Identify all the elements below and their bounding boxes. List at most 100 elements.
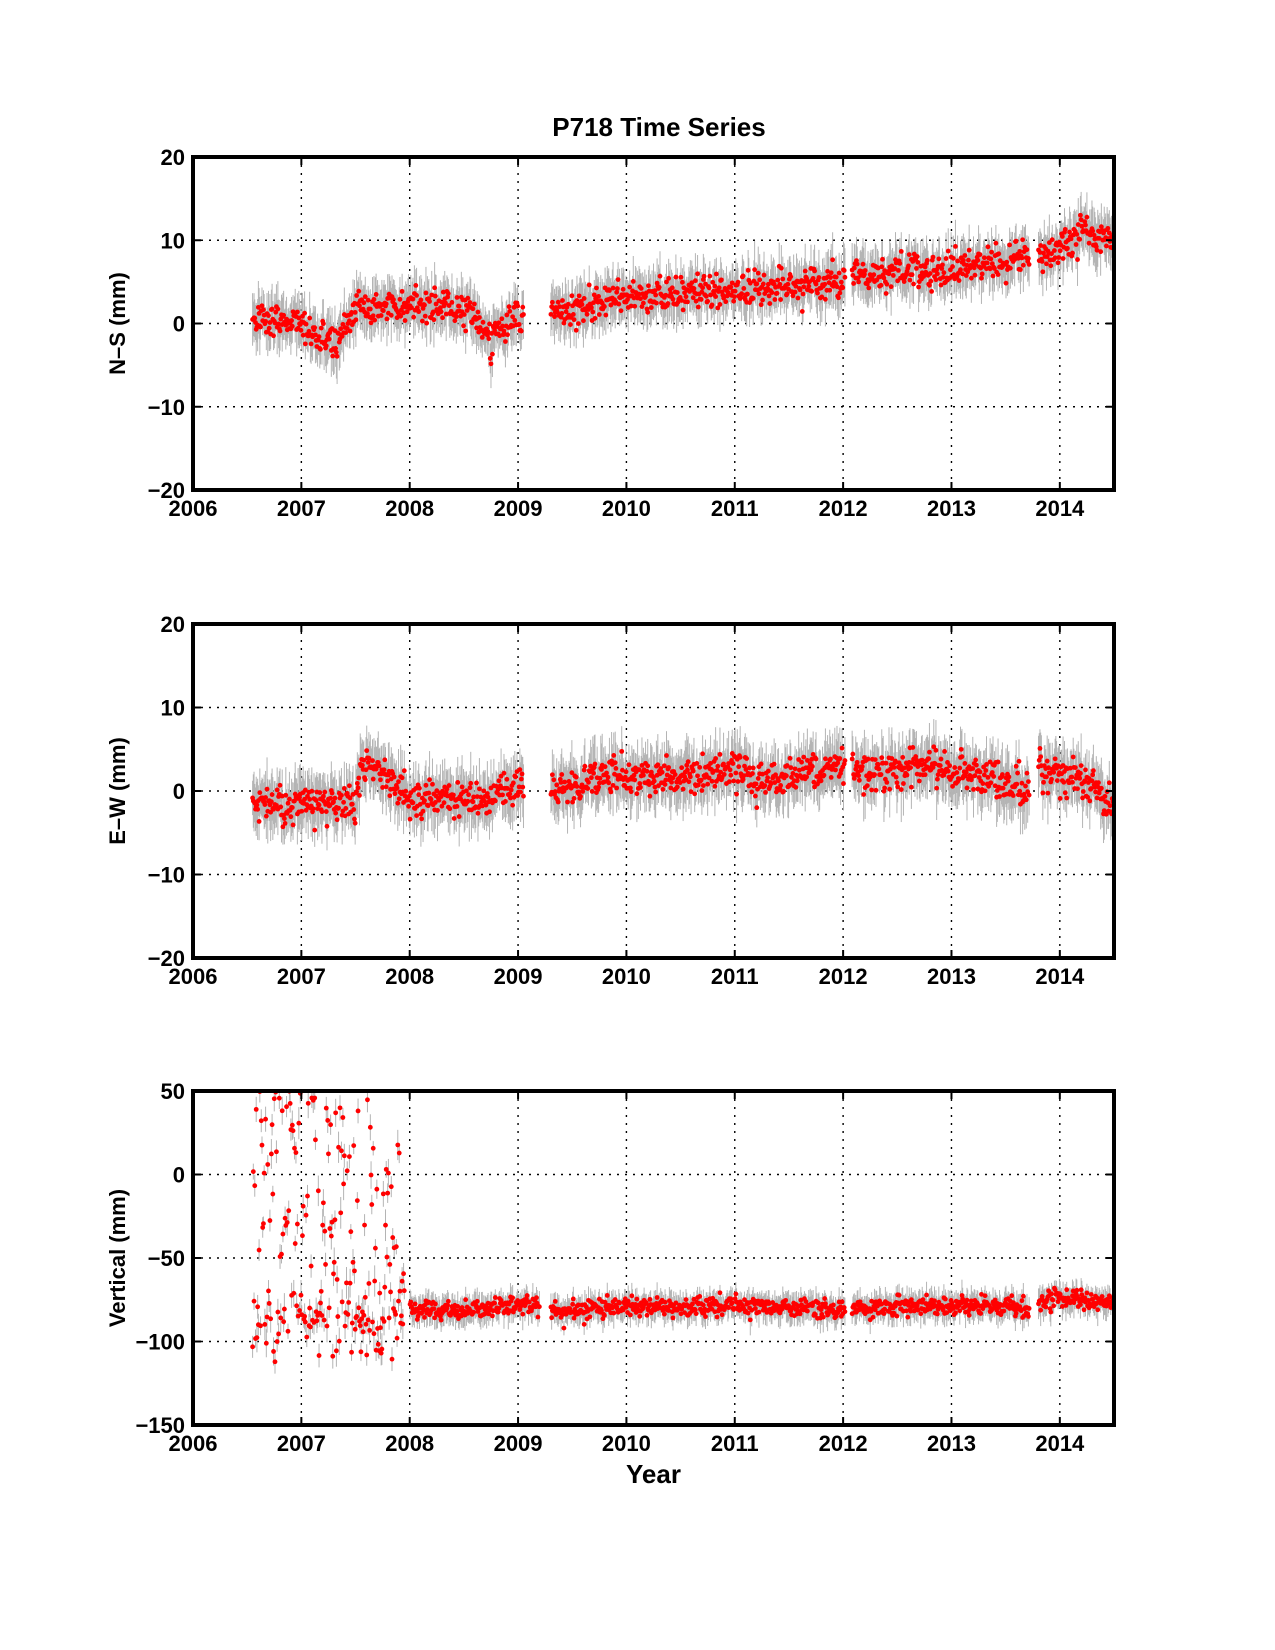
data-point <box>927 271 933 276</box>
data-point <box>330 353 336 359</box>
data-point <box>370 758 375 764</box>
error-bars <box>252 1091 1114 1374</box>
data-point <box>565 301 571 307</box>
data-point <box>709 302 715 308</box>
data-point <box>430 309 436 315</box>
data-point <box>596 294 602 299</box>
data-point <box>881 275 887 281</box>
data-point <box>1052 248 1057 253</box>
data-point <box>1024 770 1030 776</box>
data-point <box>778 297 784 302</box>
data-point <box>935 772 941 778</box>
data-point <box>364 748 370 754</box>
data-point <box>446 783 452 788</box>
data-point <box>705 298 711 304</box>
data-point <box>966 257 971 263</box>
data-point <box>294 309 300 315</box>
data-point <box>891 764 897 770</box>
data-point <box>985 244 991 250</box>
data-point <box>568 322 573 327</box>
data-point <box>397 296 403 302</box>
data-point <box>914 254 920 259</box>
data-point <box>694 761 700 766</box>
data-point <box>352 816 357 822</box>
data-point <box>938 282 944 288</box>
data-point <box>1098 785 1104 791</box>
data-point <box>768 781 774 786</box>
data-point <box>505 786 510 791</box>
data-point <box>276 321 281 327</box>
data-point <box>599 767 604 772</box>
data-point <box>1049 776 1054 782</box>
data-point <box>520 784 526 790</box>
data-point <box>970 766 976 771</box>
data-point <box>940 274 946 280</box>
data-point <box>734 791 739 797</box>
data-point <box>401 768 407 774</box>
data-point <box>517 767 523 772</box>
data-point <box>619 748 625 754</box>
data-point <box>615 277 621 282</box>
data-point <box>347 328 353 334</box>
data-point <box>851 281 856 286</box>
data-point <box>778 265 784 271</box>
data-point <box>368 320 374 326</box>
data-point <box>991 774 997 779</box>
data-point <box>1075 257 1080 262</box>
data-point <box>632 777 638 783</box>
data-point <box>474 780 479 786</box>
data-point <box>851 265 857 271</box>
data-point <box>732 288 738 294</box>
data-point <box>943 256 949 261</box>
data-point <box>756 291 762 297</box>
data-point <box>1013 763 1019 769</box>
data-point <box>950 783 955 789</box>
x-tick-label: 2011 <box>711 496 759 521</box>
data-point <box>361 757 367 763</box>
data-point <box>484 791 490 796</box>
data-point <box>934 785 940 791</box>
data-point <box>560 298 565 303</box>
data-point <box>313 332 318 338</box>
data-point <box>792 766 798 772</box>
data-point <box>471 301 477 307</box>
data-point <box>895 267 901 273</box>
data-point <box>426 790 432 796</box>
data-point <box>760 281 766 287</box>
data-point <box>465 798 471 804</box>
data-point <box>950 264 955 269</box>
data-point <box>418 297 424 303</box>
data-point <box>324 823 330 829</box>
data-point <box>784 763 790 768</box>
data-point <box>864 783 870 789</box>
data-point <box>496 320 502 326</box>
data-point <box>1020 262 1026 268</box>
data-point <box>950 255 956 261</box>
data-point <box>367 306 373 312</box>
data-point <box>790 771 796 776</box>
data-point <box>419 318 425 324</box>
data-point <box>880 256 885 262</box>
data-point <box>875 761 881 767</box>
data-point <box>346 783 352 789</box>
data-point <box>992 266 997 271</box>
data-point <box>474 325 479 331</box>
data-point <box>359 762 365 768</box>
data-point <box>467 300 473 305</box>
data-point <box>765 775 771 781</box>
data-point <box>772 297 778 302</box>
data-point <box>411 314 417 320</box>
data-point <box>440 289 446 295</box>
data-point <box>306 328 312 334</box>
data-point <box>518 789 523 795</box>
data-point <box>959 754 965 760</box>
data-point <box>496 778 502 784</box>
data-point <box>1046 765 1052 771</box>
data-point <box>424 320 430 326</box>
data-point <box>620 767 625 773</box>
data-point <box>1078 763 1084 769</box>
data-point <box>737 754 743 760</box>
data-point <box>640 300 646 306</box>
data-point <box>266 313 271 319</box>
data-point <box>728 772 734 778</box>
